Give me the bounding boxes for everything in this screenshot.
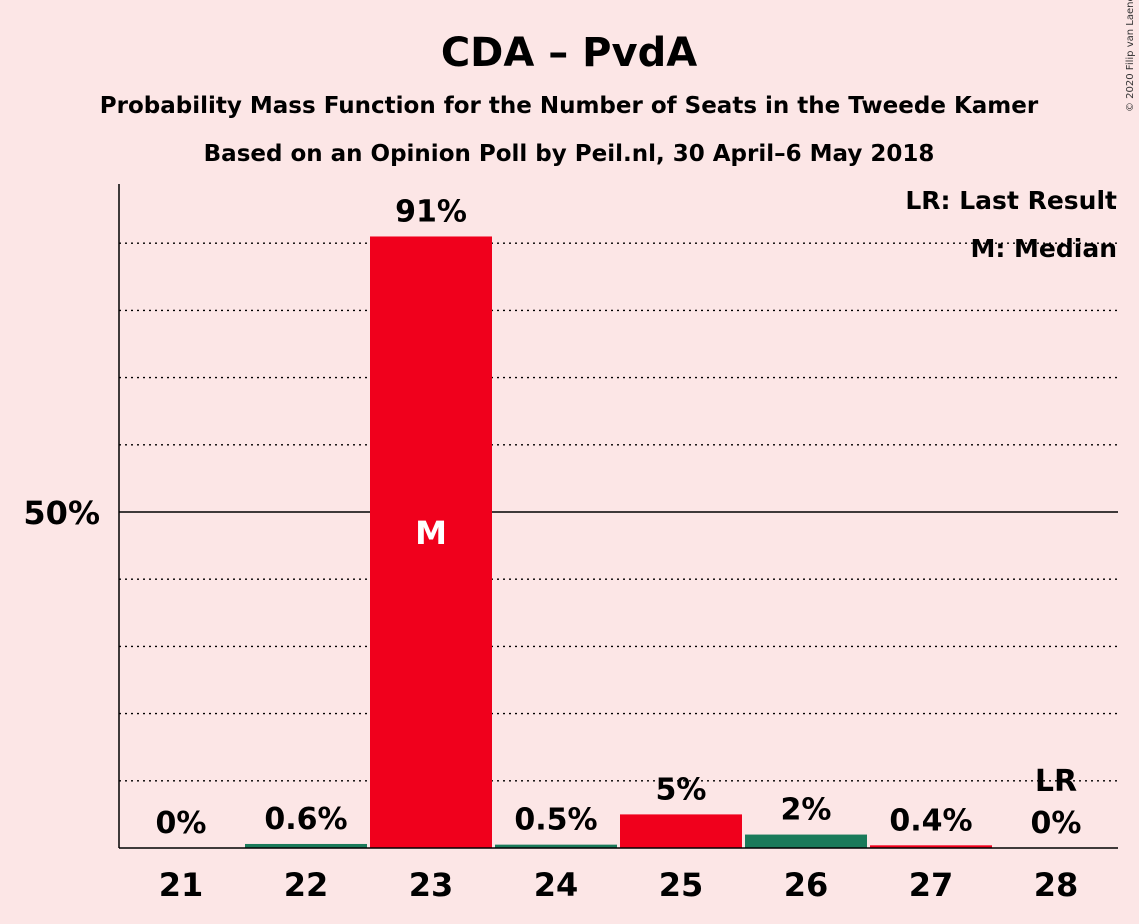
data-label-24: 0.5% xyxy=(514,803,597,838)
y-tick-label: 50% xyxy=(23,494,100,532)
legend-entry: LR: Last Result xyxy=(905,186,1117,215)
data-label-26: 2% xyxy=(781,793,832,828)
chart-subtitle: Probability Mass Function for the Number… xyxy=(100,93,1039,119)
legend-entry: M: Median xyxy=(970,234,1117,263)
chart-subtitle-2: Based on an Opinion Poll by Peil.nl, 30 … xyxy=(204,141,935,167)
x-tick-label-23: 23 xyxy=(409,866,454,904)
x-tick-label-26: 26 xyxy=(784,866,829,904)
data-label-28: 0% xyxy=(1031,806,1082,841)
axes xyxy=(118,184,1118,849)
data-label-22: 0.6% xyxy=(264,802,347,837)
gridlines: 50% xyxy=(23,242,1118,782)
legend: LR: Last Result M: Median xyxy=(905,186,1117,263)
bars xyxy=(245,236,992,849)
data-label-27: 0.4% xyxy=(889,803,972,838)
data-label-21: 0% xyxy=(156,806,207,841)
bar-24 xyxy=(495,844,617,848)
data-label-halo: 91% xyxy=(395,194,467,229)
x-tick-label-22: 22 xyxy=(284,866,329,904)
median-marker: M xyxy=(415,514,447,552)
chart-title: CDA – PvdA xyxy=(441,30,697,76)
bar-25 xyxy=(620,814,742,848)
bar-27 xyxy=(870,845,992,848)
x-tick-label-25: 25 xyxy=(659,866,704,904)
bar-22 xyxy=(245,843,367,848)
x-tick-label-28: 28 xyxy=(1034,866,1079,904)
copyright-text: © 2020 Filip van Laenen xyxy=(1125,0,1136,112)
bar-26 xyxy=(745,834,867,848)
data-label-25: 5% xyxy=(656,772,707,807)
x-tick-label-21: 21 xyxy=(159,866,204,904)
data-labels: 0%210.6%2291%91%M230.5%245%252%260.4%270… xyxy=(156,190,1082,904)
bar-23 xyxy=(370,236,492,849)
x-tick-label-27: 27 xyxy=(909,866,954,904)
last-result-marker: LR xyxy=(1035,764,1077,799)
data-label-23: 91% xyxy=(395,194,467,229)
x-tick-label-24: 24 xyxy=(534,866,579,904)
